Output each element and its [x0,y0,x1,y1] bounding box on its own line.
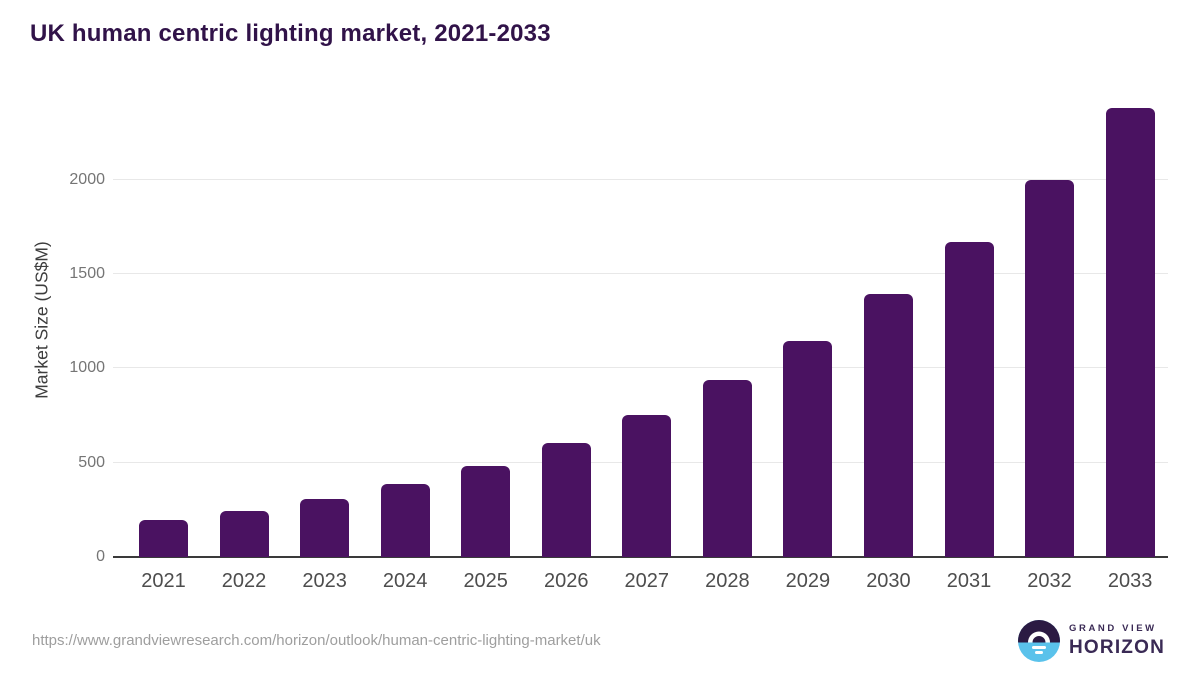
brand-logo: GRAND VIEW HORIZON [1018,620,1165,662]
bar-2026[interactable] [541,443,591,557]
x-tick-label-2029: 2029 [785,570,831,592]
bar-2024[interactable] [380,483,430,557]
bar-2029[interactable] [783,341,833,557]
x-tick-label-2032: 2032 [1027,570,1072,592]
logo-brand-top: GRAND VIEW [1069,623,1157,634]
y-tick-label-1000: 1000 [69,359,105,377]
x-tick-label-2022: 2022 [221,570,267,592]
footer: https://www.grandviewresearch.com/horizo… [0,618,1200,675]
x-tick-label-2021: 2021 [141,570,186,592]
gridline-1000 [113,367,1168,369]
x-tick-label-2024: 2024 [382,570,428,592]
plot-area [113,95,1168,558]
x-tick-label-2030: 2030 [866,570,911,592]
x-tick-label-2028: 2028 [705,570,750,592]
bar-2025[interactable] [461,465,511,557]
x-axis-line [113,556,1168,558]
y-tick-label-500: 500 [78,453,105,471]
x-tick-label-2023: 2023 [302,570,347,592]
bar-2023[interactable] [300,498,350,557]
bar-chart: Market Size (US$M) 0 500 1000 1500 2000 2021 2… [32,95,1168,592]
source-url: https://www.grandviewresearch.com/horizo… [32,632,601,649]
bar-2022[interactable] [219,510,269,557]
bar-2030[interactable] [863,294,913,557]
x-tick-label-2025: 2025 [463,570,508,592]
page-title: UK human centric lighting market, 2021-2… [30,20,551,47]
bar-2021[interactable] [139,520,188,557]
gridline-1500 [113,273,1168,275]
bar-2027[interactable] [622,415,672,557]
y-tick-label-0: 0 [96,548,105,565]
logo-brand-bottom: HORIZON [1069,637,1166,658]
grand-view-horizon-logo-icon [1018,620,1060,662]
x-tick-label-2027: 2027 [624,570,670,592]
bar-2028[interactable] [702,380,752,557]
y-tick-label-1500: 1500 [69,265,105,283]
bar-2032[interactable] [1025,179,1075,557]
bar-2033[interactable] [1105,108,1155,557]
logo-text: GRAND VIEW HORIZON [1069,623,1165,659]
x-tick-label-2031: 2031 [946,570,992,592]
gridline-2000 [113,178,1168,180]
bar-2031[interactable] [944,241,994,557]
x-tick-label-2033: 2033 [1107,570,1153,592]
y-tick-label-2000: 2000 [69,170,105,188]
x-tick-label-2026: 2026 [544,570,589,592]
